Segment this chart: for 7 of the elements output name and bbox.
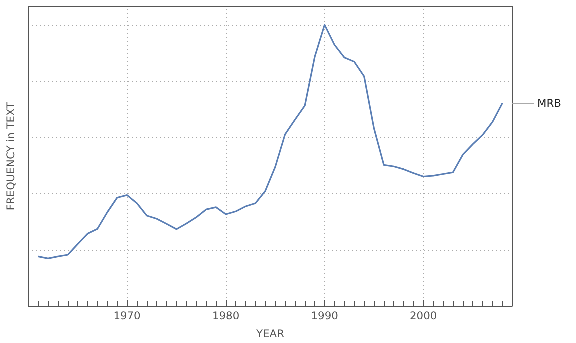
x-tick-label: 2000 — [410, 310, 438, 322]
x-tick-label: 1980 — [212, 310, 240, 322]
x-tick-label: 1990 — [311, 310, 339, 322]
y-axis-title: FREQUENCY in TEXT — [4, 102, 18, 211]
x-axis-title: YEAR — [256, 328, 286, 340]
text: MRB — [538, 96, 562, 110]
x-tick-label: 1970 — [114, 310, 142, 322]
